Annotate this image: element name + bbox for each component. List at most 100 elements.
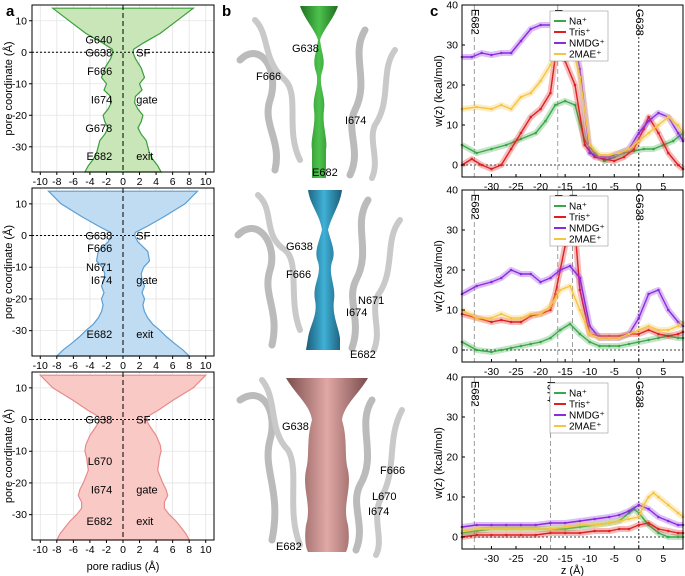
series-point: [529, 314, 533, 318]
panel-b-structure-blue: G638 F666 N671 I674 E682: [234, 190, 403, 361]
series-point: [549, 308, 552, 312]
y-tick-label: -10: [12, 78, 27, 90]
y-axis-label: pore coordinate (Å): [2, 409, 15, 503]
series-point: [568, 322, 572, 326]
series-point: [480, 51, 483, 55]
series-point: [544, 119, 547, 123]
svg-text:G638: G638: [292, 43, 319, 55]
x-tick-label: -15: [558, 553, 573, 565]
series-point: [647, 292, 650, 296]
svg-text:E682: E682: [312, 167, 338, 179]
y-tick-label: 10: [446, 120, 458, 132]
legend-label: Na⁺: [569, 202, 587, 213]
series-point: [647, 324, 650, 328]
series-point: [519, 523, 523, 527]
series-point: [598, 344, 601, 348]
x-tick-label: -2: [102, 544, 111, 556]
series-point: [617, 519, 621, 523]
x-tick-label: -10: [582, 181, 597, 193]
series-point: [598, 153, 601, 157]
residue-label: E682: [87, 516, 113, 528]
y-tick-label: 30: [446, 412, 458, 424]
series-point: [519, 533, 523, 537]
series-point: [622, 155, 626, 159]
series-point: [568, 284, 572, 288]
x-tick-label: -4: [85, 176, 94, 188]
series-point: [617, 527, 621, 531]
y-tick-label: -20: [12, 110, 27, 122]
series-point: [657, 123, 660, 127]
svg-text:L670: L670: [372, 491, 396, 503]
series-point: [612, 159, 616, 163]
x-tick-label: -25: [508, 553, 523, 565]
residue-label: I674: [91, 484, 112, 496]
region-label: gate: [136, 275, 157, 287]
series-point: [652, 491, 655, 495]
series-point: [573, 103, 577, 107]
legend-label: NMDG⁺: [569, 39, 605, 50]
residue-marker-label: G638: [633, 9, 645, 36]
series-point: [475, 523, 479, 527]
svg-text:I674: I674: [368, 506, 389, 518]
series-point: [504, 143, 508, 147]
series-point: [657, 288, 660, 292]
residue-label: F666: [87, 66, 112, 78]
series-point: [554, 292, 557, 296]
panel-b-structure-green: G638 F666 I674 E682: [236, 6, 398, 181]
series-point: [549, 91, 552, 95]
y-tick-label: -30: [12, 509, 27, 521]
series-point: [499, 276, 503, 280]
x-tick-label: 0: [120, 360, 126, 372]
y-tick-label: -10: [12, 446, 27, 458]
series-point: [578, 67, 582, 71]
series-point: [588, 332, 591, 336]
y-tick-label: 30: [446, 225, 458, 237]
legend-box: [549, 10, 609, 62]
x-tick-label: 5: [660, 181, 666, 193]
x-tick-label: 0: [636, 366, 642, 378]
y-tick-label: 20: [446, 265, 458, 277]
series-point: [475, 151, 479, 155]
series-point: [475, 348, 479, 352]
series-point: [519, 131, 523, 135]
svg-text:I674: I674: [345, 115, 366, 127]
y-axis-label: w(z) (kcal/mol): [433, 427, 445, 500]
series-point: [509, 320, 513, 324]
x-tick-label: 2: [137, 544, 143, 556]
series-point: [676, 336, 680, 340]
series-point: [563, 527, 567, 531]
panel-letter-b: b: [222, 3, 231, 20]
series-point: [504, 527, 508, 531]
series-point: [475, 529, 479, 533]
series-point: [509, 107, 513, 111]
series-point: [598, 336, 601, 340]
x-tick-label: -10: [582, 366, 597, 378]
series-point: [529, 91, 533, 95]
residue-label: G638: [85, 47, 112, 59]
svg-text:N671: N671: [358, 295, 384, 307]
series-point: [637, 316, 641, 320]
series-point: [509, 147, 513, 151]
residue-marker-label: G638: [633, 381, 645, 408]
series-point: [490, 523, 493, 527]
series-point: [676, 332, 680, 336]
series-point: [509, 51, 513, 55]
legend-label: NMDG⁺: [569, 411, 605, 422]
region-label: SF: [136, 47, 150, 59]
series-point: [608, 153, 611, 157]
series-point: [475, 284, 479, 288]
series-point: [475, 533, 479, 537]
y-tick-label: -30: [12, 325, 27, 337]
svg-text:F666: F666: [286, 269, 311, 281]
x-tick-label: 8: [186, 176, 192, 188]
series-point: [578, 525, 582, 529]
legend-label: 2MAE⁺: [569, 235, 602, 246]
series-point: [676, 523, 680, 527]
series-point: [637, 131, 641, 135]
series-point: [627, 332, 631, 336]
x-tick-label: 10: [200, 176, 212, 188]
series-point: [490, 53, 493, 57]
series-point: [647, 131, 650, 135]
x-tick-label: 4: [153, 544, 159, 556]
